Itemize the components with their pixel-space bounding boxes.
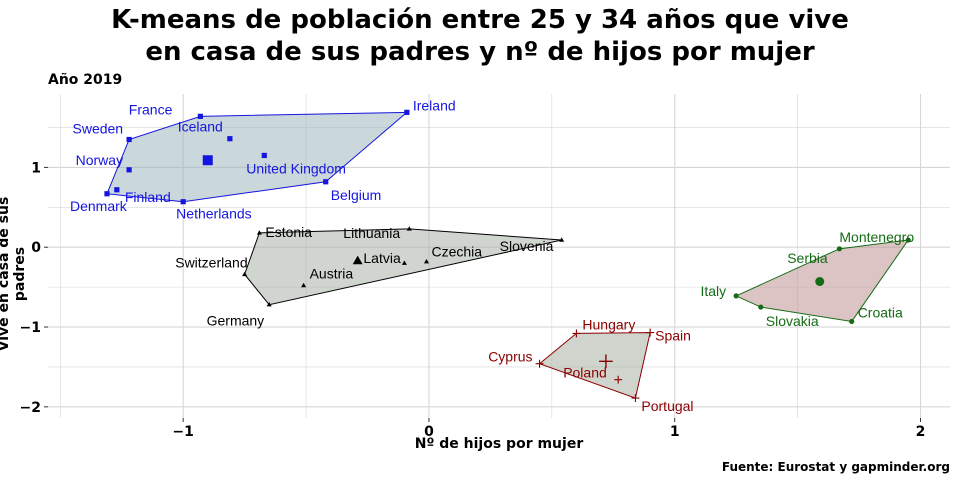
y-tick-label: −1 — [20, 320, 41, 336]
point-label-belgium: Belgium — [331, 187, 382, 203]
point-label-sweden: Sweden — [73, 120, 124, 136]
x-axis-label: Nº de hijos por mujer — [414, 436, 584, 452]
cluster-4: Hungary Spain Cyprus Poland Portugal — [488, 316, 693, 414]
point-label-france: France — [129, 101, 173, 117]
y-tick-label: −2 — [20, 400, 41, 416]
data-point-austria — [301, 282, 307, 288]
data-point-czechia — [423, 258, 430, 264]
point-label-latvia: Latvia — [363, 250, 401, 266]
point-label-slovenia: Slovenia — [500, 238, 554, 254]
data-point-croatia — [849, 318, 855, 325]
data-point-denmark — [104, 191, 110, 197]
cluster-centroid — [352, 255, 363, 265]
data-point-montenegro — [836, 246, 843, 252]
point-label-cyprus: Cyprus — [488, 349, 532, 365]
point-label-ireland: Ireland — [413, 97, 456, 113]
data-point-netherlands — [180, 199, 186, 205]
data-point-finland — [114, 187, 120, 193]
data-point-belgium — [323, 179, 329, 185]
point-label-poland: Poland — [563, 365, 607, 381]
data-point-france — [197, 113, 203, 119]
point-label-serbia: Serbia — [787, 250, 828, 266]
point-label-denmark: Denmark — [70, 198, 128, 214]
point-label-united-kingdom: United Kingdom — [246, 160, 346, 176]
point-label-italy: Italy — [700, 283, 726, 299]
point-label-hungary: Hungary — [582, 316, 635, 332]
data-point-estonia — [256, 230, 262, 235]
cluster-2: Estonia Lithuania Slovenia Latvia Czechia Swi… — [175, 224, 565, 329]
cluster-1: France Ireland Sweden Iceland Norway United K… — [70, 97, 456, 221]
x-tick-label: 0 — [424, 424, 434, 440]
data-point-lithuania — [406, 226, 412, 231]
point-label-germany: Germany — [207, 313, 265, 329]
point-label-norway: Norway — [76, 152, 123, 168]
point-label-austria: Austria — [310, 266, 354, 282]
chart-subtitle: Año 2019 — [48, 72, 123, 88]
point-label-estonia: Estonia — [265, 224, 312, 240]
cluster-centroid — [599, 354, 613, 369]
data-point-serbia — [905, 237, 911, 243]
point-label-netherlands: Netherlands — [176, 206, 252, 222]
y-tick-label: 1 — [31, 160, 41, 176]
data-point-spain — [646, 328, 655, 337]
data-point-portugal — [631, 394, 640, 403]
x-tick-label: −1 — [172, 424, 193, 440]
data-point-germany — [266, 302, 272, 307]
x-tick-label: 1 — [670, 424, 680, 440]
point-label-lithuania: Lithuania — [343, 225, 400, 241]
data-point-ireland — [404, 109, 410, 115]
point-label-switzerland: Switzerland — [175, 254, 247, 270]
cluster-hull — [244, 228, 562, 306]
chart-title: K-means de población entre 25 y 34 años … — [0, 4, 960, 68]
point-label-croatia: Croatia — [858, 304, 903, 320]
data-point-latvia — [401, 260, 407, 265]
cluster-centroid — [202, 155, 213, 166]
point-label-iceland: Iceland — [178, 119, 223, 135]
data-point-italy — [733, 293, 739, 299]
data-point-poland — [614, 375, 623, 384]
y-tick-label: 0 — [31, 240, 41, 256]
cluster-centroid — [815, 277, 825, 287]
data-point-norway — [126, 167, 132, 173]
point-label-czechia: Czechia — [431, 244, 482, 260]
point-label-montenegro: Montenegro — [839, 229, 914, 245]
data-point-slovakia — [758, 304, 764, 310]
point-label-spain: Spain — [655, 328, 691, 344]
data-point-switzerland — [242, 271, 248, 277]
cluster-3: Montenegro Serbia Italy Slovakia Croatia — [700, 229, 914, 329]
data-point-sweden — [126, 136, 132, 143]
data-point-united-kingdom — [261, 152, 267, 159]
data-point-iceland — [227, 136, 233, 142]
data-point-cyprus — [535, 359, 544, 368]
data-point-hungary — [572, 329, 581, 338]
point-label-finland: Finland — [125, 189, 171, 205]
title-line-1: K-means de población entre 25 y 34 años … — [111, 5, 849, 35]
point-label-portugal: Portugal — [641, 398, 693, 414]
title-line-2: en casa de sus padres y nº de hijos por … — [145, 37, 815, 67]
y-axis-label: Vive en casa de sus padres — [0, 196, 28, 352]
x-tick-label: 2 — [916, 424, 926, 440]
caption: Fuente: Eurostat y gapminder.org — [721, 460, 950, 474]
point-label-slovakia: Slovakia — [766, 313, 819, 329]
data-point-slovenia — [559, 237, 565, 242]
